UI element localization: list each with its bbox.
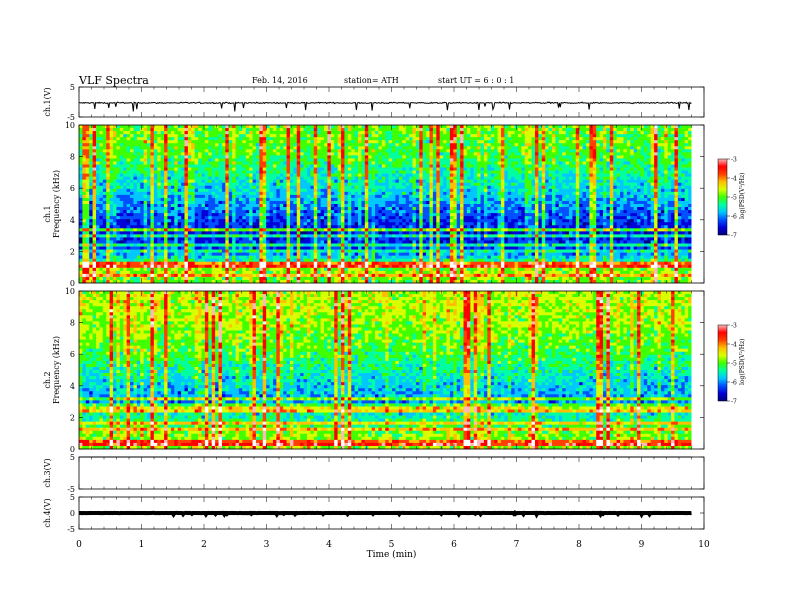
colorbar-tick-label: -5 [731,361,737,368]
y-tick-label: -5 [67,485,75,494]
panel-ylabel: ch.1(V) [43,87,52,116]
start-time-label: start UT = 6 : 0 : 1 [438,76,515,85]
y-tick-label: 4 [70,382,75,391]
panel-ylabel: ch.1 [43,205,52,222]
date-label: Feb. 14, 2016 [252,76,308,85]
x-tick-label: 0 [76,540,82,550]
y-tick-label: 6 [70,184,75,193]
colorbar-tick-label: -6 [731,380,737,387]
x-tick-label: 1 [139,540,145,550]
panel-ylabel: Frequency (kHz) [52,170,61,238]
y-tick-label: 0 [70,279,75,288]
x-tick-label: 6 [451,540,457,550]
colorbar-tick-label: -5 [731,195,737,202]
colorbar-label: log(PSD(V²/Hz) [739,172,746,219]
spectrogram-ch1 [79,125,692,284]
colorbar-tick-label: -4 [731,342,737,349]
spectrogram-ch2 [79,291,692,450]
y-tick-label: -5 [67,113,75,122]
colorbar [717,324,728,402]
y-tick-label: -5 [67,525,75,534]
x-tick-label: 4 [326,540,332,550]
x-axis-label: Time (min) [367,549,417,560]
y-tick-label: 10 [65,287,75,296]
x-tick-label: 3 [264,540,270,550]
chart-title: VLF Spectra [79,74,149,87]
y-tick-label: 5 [70,453,75,462]
x-tick-label: 2 [201,540,207,550]
signal-trace-ch1 [78,101,692,112]
y-tick-label: 5 [70,493,75,502]
x-tick-label: 10 [698,540,710,550]
panel-ylabel: ch.2 [43,371,52,388]
colorbar-tick-label: -3 [731,157,737,164]
y-tick-label: 10 [65,121,75,130]
colorbar-tick-label: -3 [731,323,737,330]
y-tick-label: 2 [70,247,75,256]
panel-ylabel: ch.4(V) [43,498,52,527]
y-tick-label: 0 [70,445,75,454]
spectrogram-blank-area [691,291,704,449]
x-tick-label: 9 [639,540,645,550]
colorbar-tick-label: -4 [731,176,737,183]
colorbar-label: log(PSD(V²/Hz) [739,338,746,385]
x-tick-label: 5 [389,540,395,550]
spectrogram-blank-area [691,125,704,283]
station-label: station= ATH [344,76,399,85]
panel-ylabel: ch.3(V) [43,458,52,487]
x-tick-label: 8 [576,540,582,550]
colorbar [717,158,728,236]
y-tick-label: 8 [70,153,75,162]
signal-trace-ch5 [78,509,692,519]
colorbar-tick-label: -6 [731,214,737,221]
y-tick-label: 0 [70,509,75,518]
colorbar-tick-label: -7 [731,399,737,406]
colorbar-tick-label: -7 [731,233,737,240]
panel-ylabel: Frequency (kHz) [52,336,61,404]
y-tick-label: 5 [70,83,75,92]
y-tick-label: 8 [70,319,75,328]
x-tick-label: 7 [514,540,520,550]
y-tick-label: 4 [70,216,75,225]
y-tick-label: 6 [70,350,75,359]
y-tick-label: 2 [70,413,75,422]
